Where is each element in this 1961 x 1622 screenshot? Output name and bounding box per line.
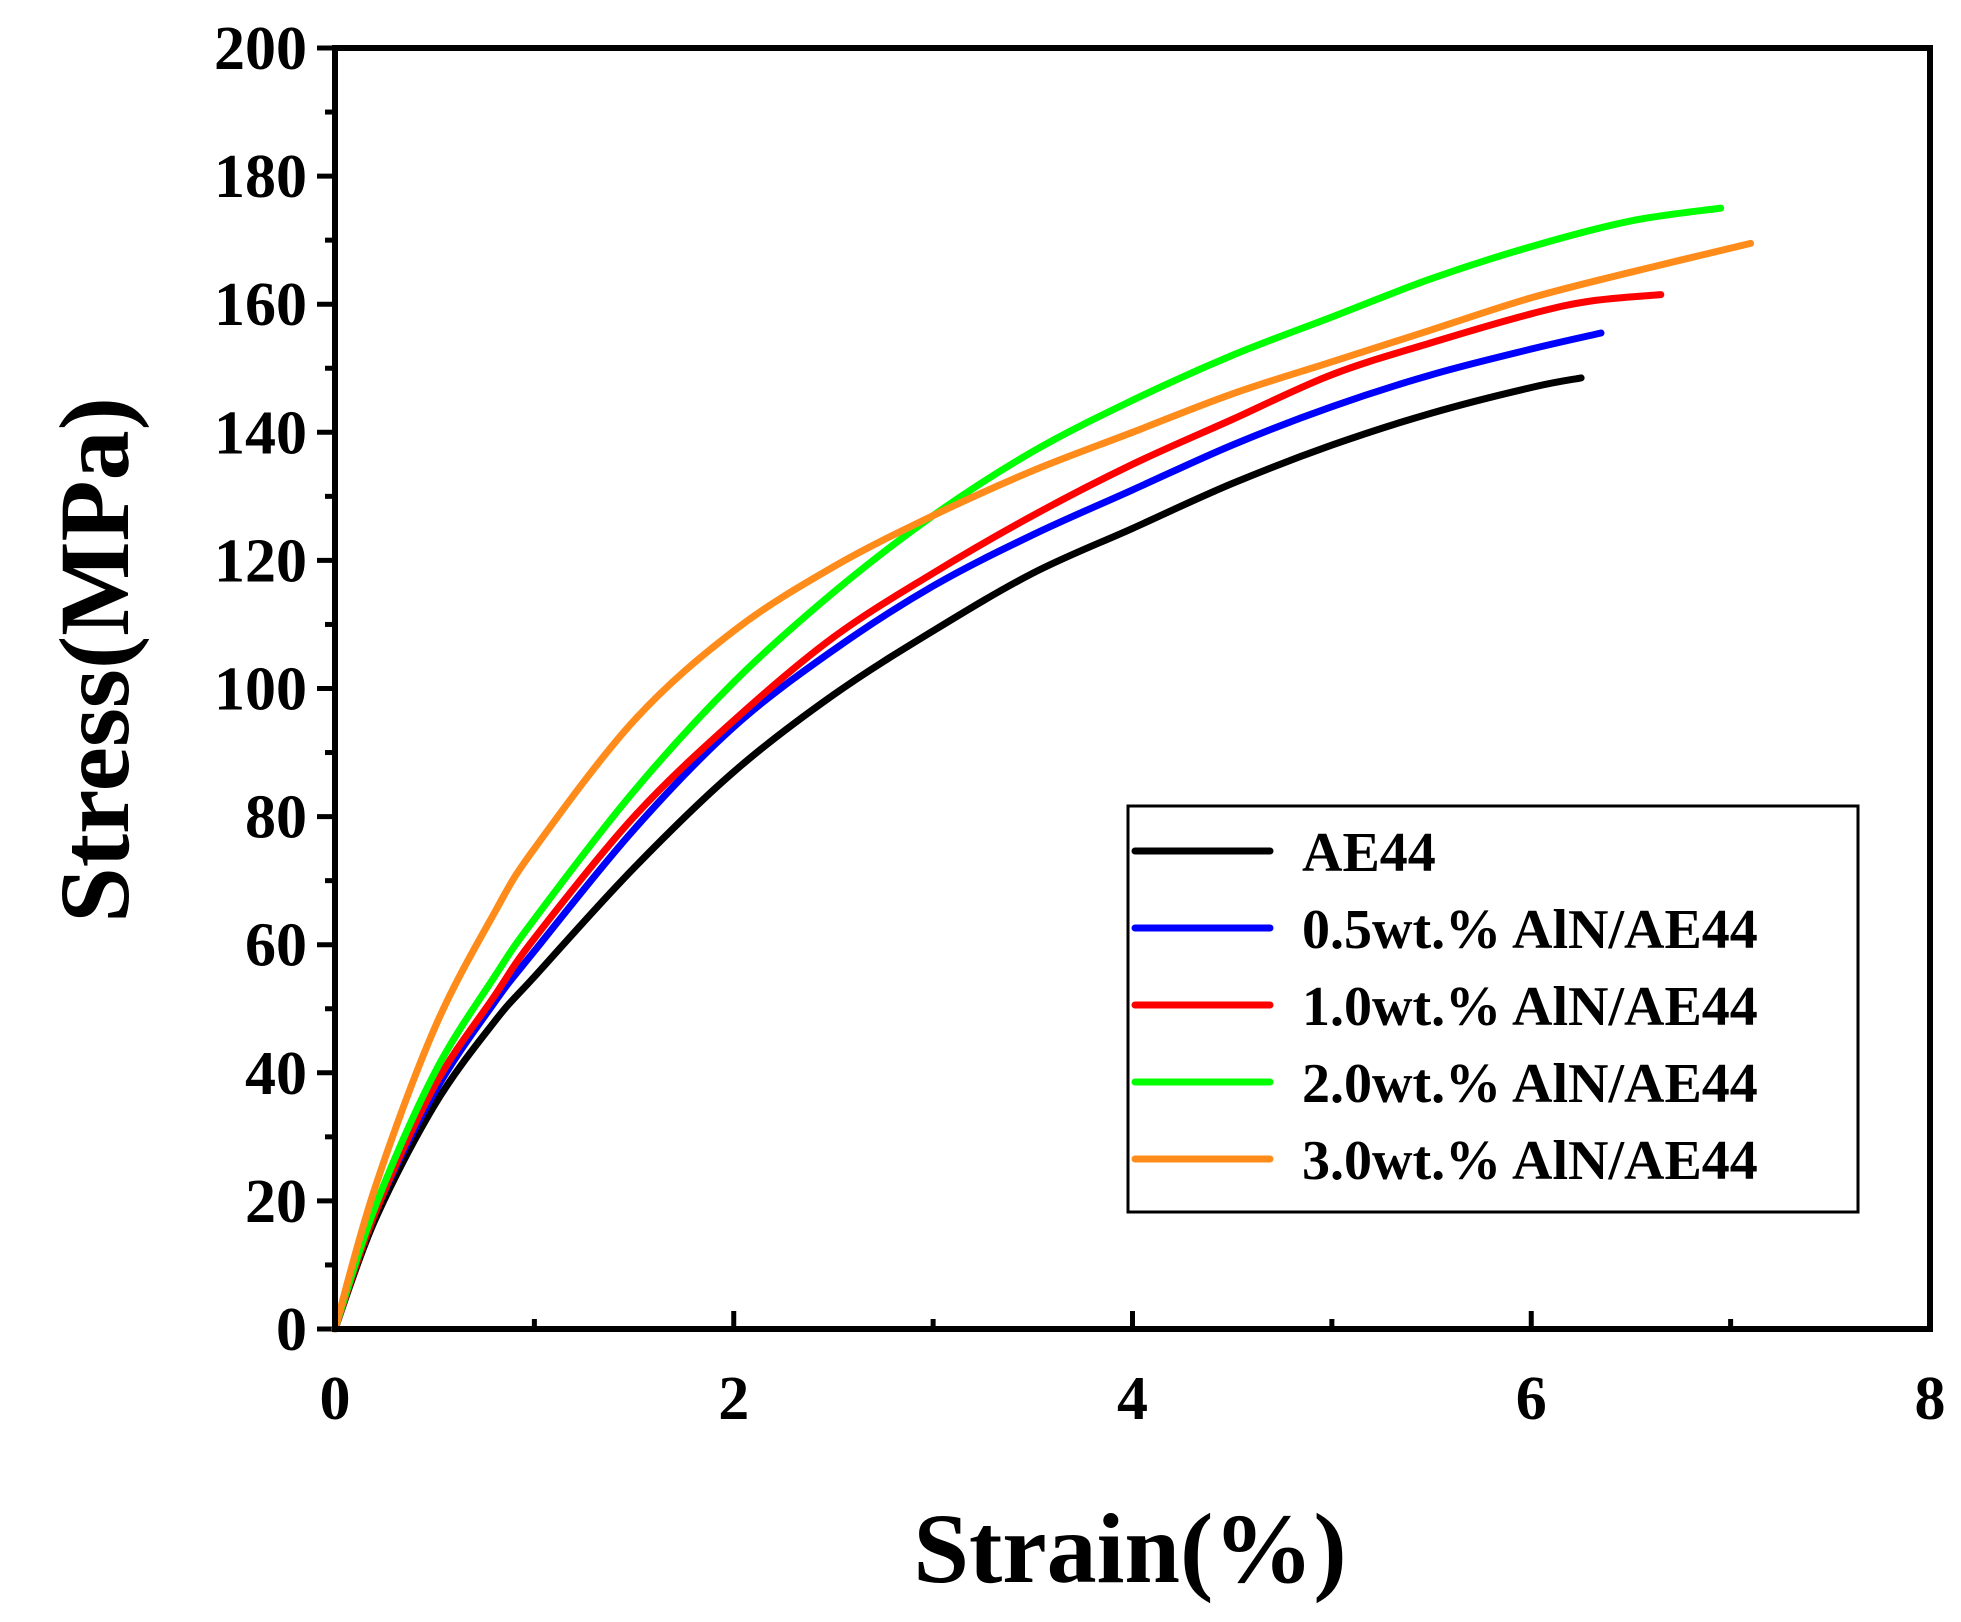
- y-axis-title: Stress(MPa): [39, 397, 150, 923]
- y-tick-label: 160: [214, 271, 307, 339]
- x-tick-label: 8: [1915, 1365, 1946, 1433]
- legend-label-5: 3.0wt.% AlN/AE44: [1302, 1130, 1758, 1192]
- y-tick-label: 180: [214, 143, 307, 211]
- series-line-4: [331, 204, 1725, 1333]
- series-line-3: [331, 291, 1665, 1333]
- y-tick-label: 80: [245, 784, 307, 852]
- legend-label-3: 1.0wt.% AlN/AE44: [1302, 976, 1758, 1038]
- legend-label-4: 2.0wt.% AlN/AE44: [1302, 1053, 1758, 1115]
- y-tick-label: 100: [214, 656, 307, 724]
- y-tick-label: 200: [214, 15, 307, 83]
- y-tick-label: 60: [245, 912, 307, 980]
- x-tick-label: 4: [1117, 1365, 1148, 1433]
- y-tick-label: 40: [245, 1040, 307, 1108]
- series-line-5: [331, 239, 1755, 1333]
- y-tick-label: 120: [214, 527, 307, 595]
- y-tick-label: 140: [214, 399, 307, 467]
- x-tick-label: 0: [320, 1365, 351, 1433]
- legend: AE44 0.5wt.% AlN/AE44 1.0wt.% AlN/AE44 2.0w…: [1126, 804, 1860, 1214]
- y-tick-label: 0: [276, 1296, 307, 1364]
- y-tick-label: 20: [245, 1168, 307, 1236]
- legend-label-1: AE44: [1302, 822, 1436, 884]
- x-tick-label: 6: [1516, 1365, 1547, 1433]
- plot-frame: [332, 45, 1933, 1332]
- data-series: [331, 204, 1755, 1333]
- series-line-1: [331, 374, 1585, 1333]
- legend-box: [1126, 804, 1860, 1214]
- legend-label-2: 0.5wt.% AlN/AE44: [1302, 899, 1758, 961]
- x-tick-label: 2: [718, 1365, 749, 1433]
- x-axis-title: Strain(%): [913, 1493, 1346, 1604]
- series-line-2: [331, 329, 1605, 1333]
